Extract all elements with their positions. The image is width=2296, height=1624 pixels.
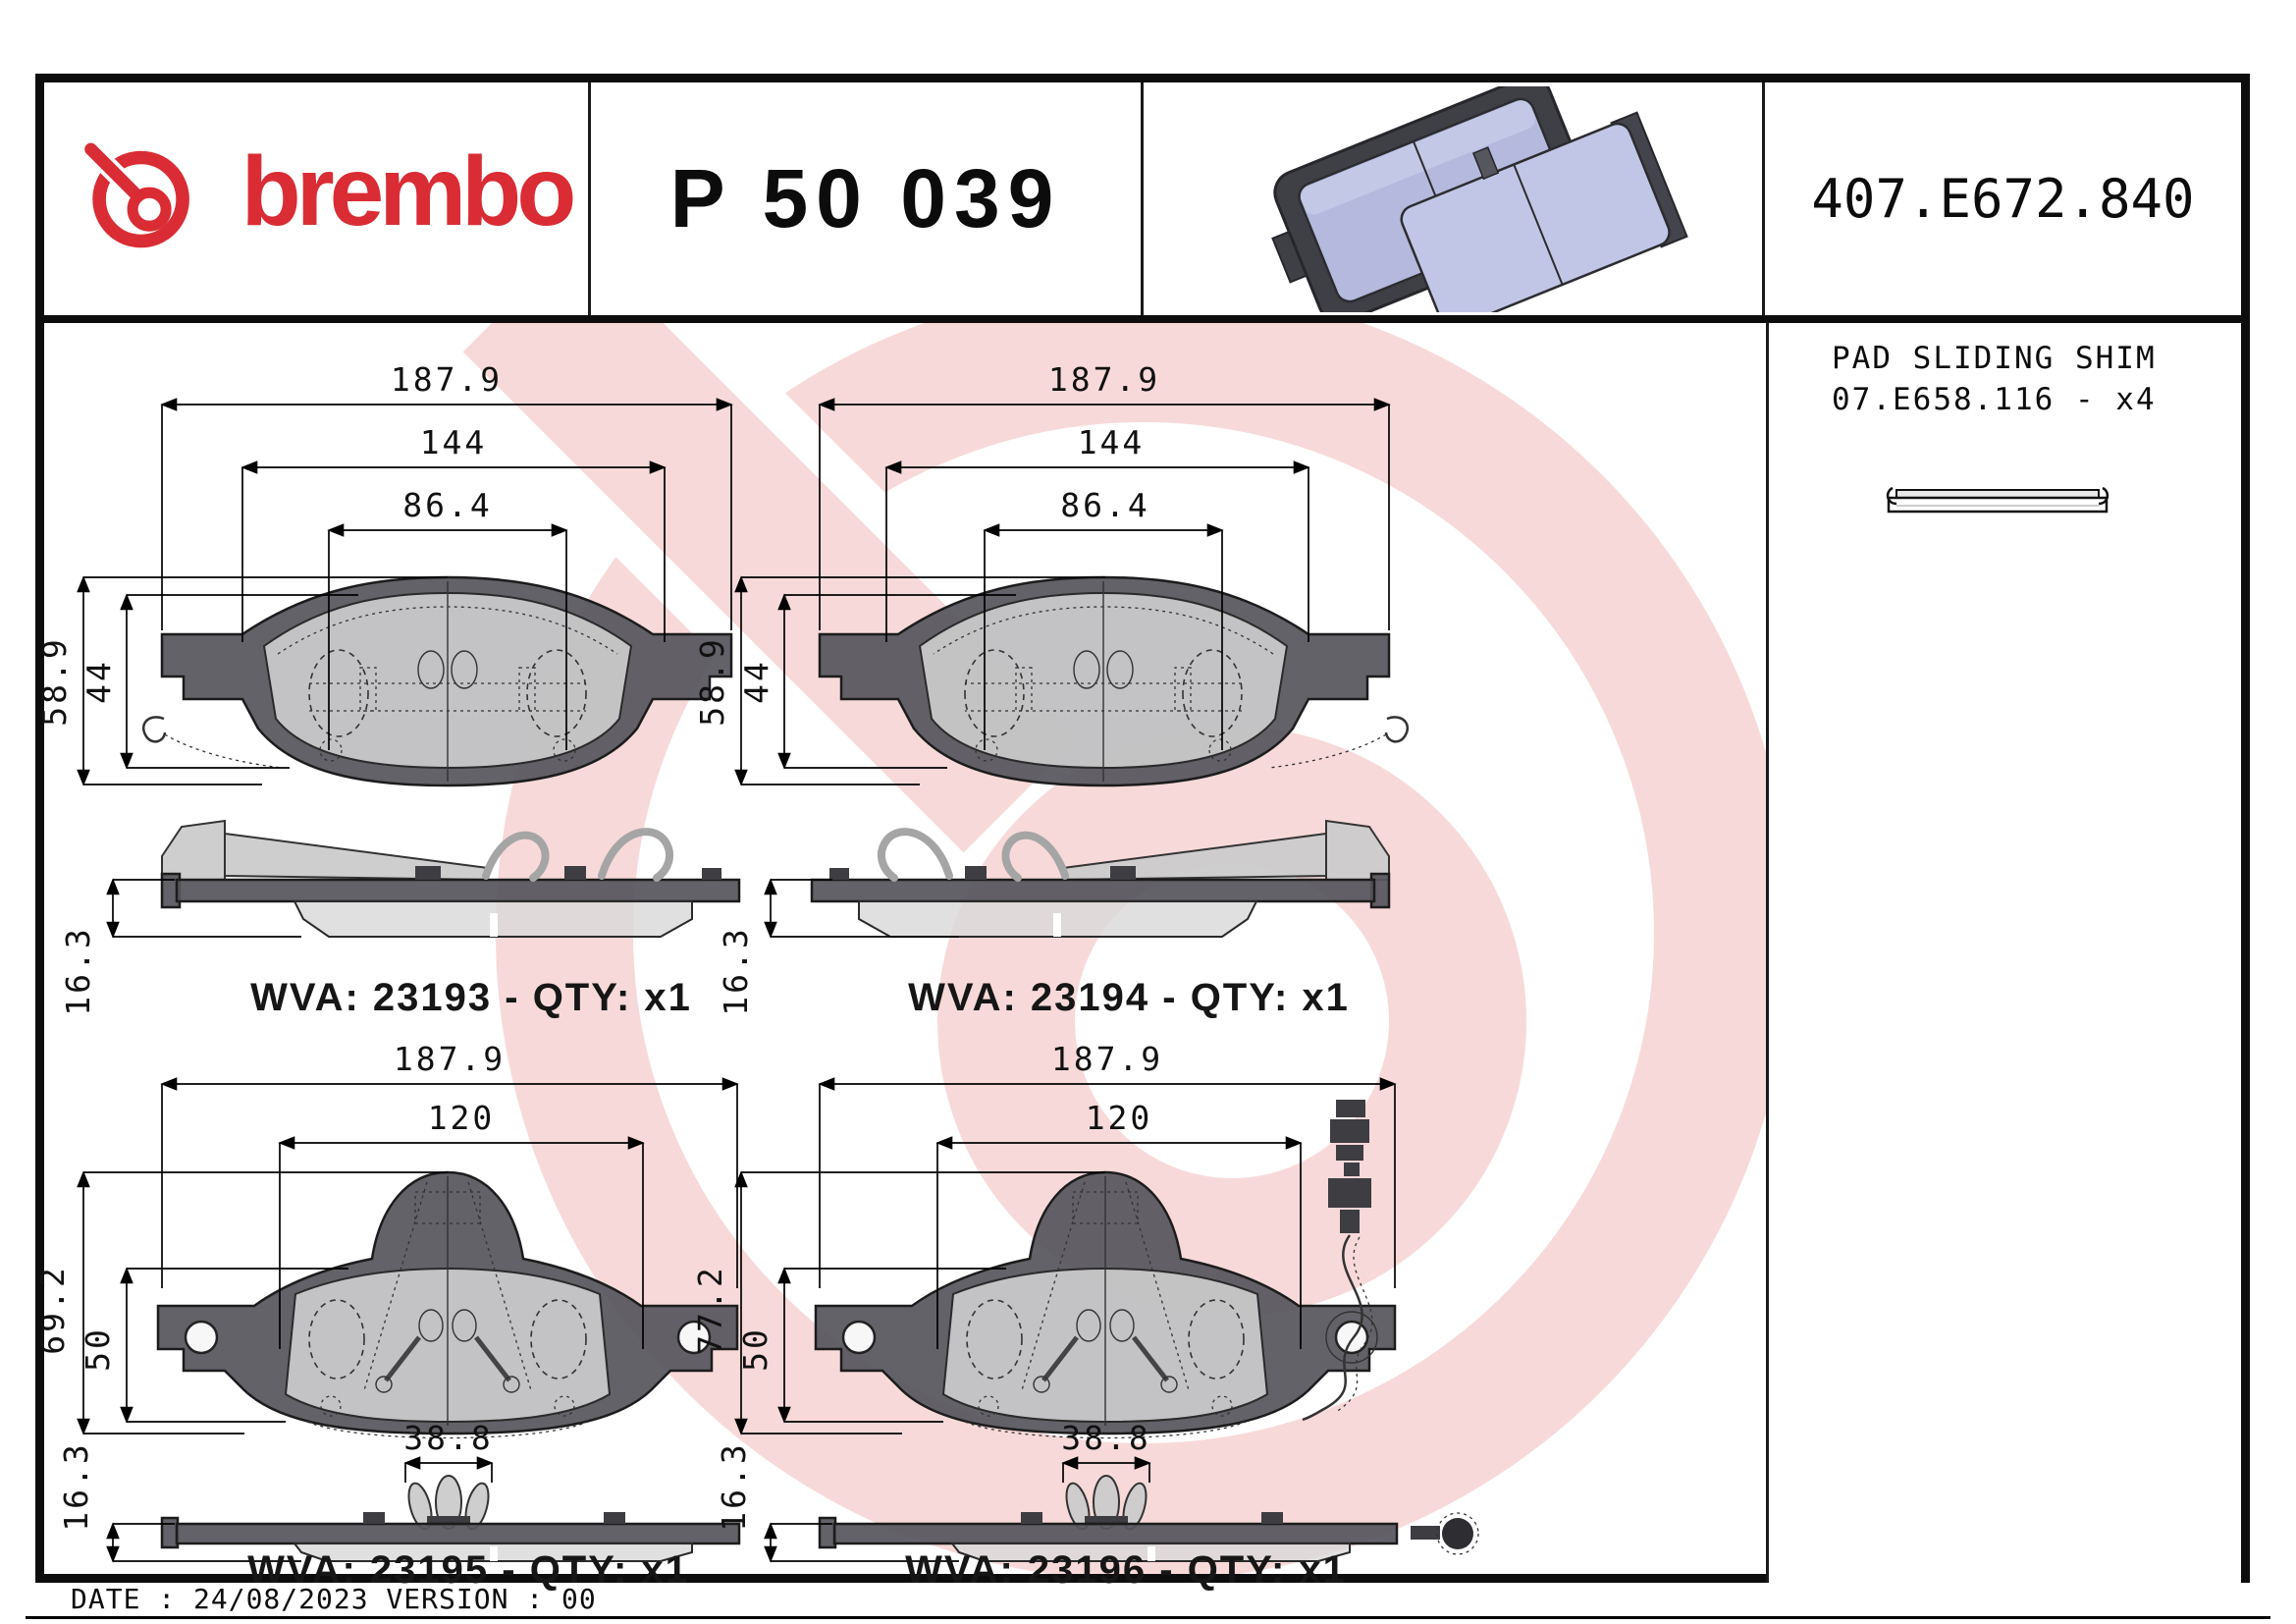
- dimension-lines: [77, 1077, 739, 1563]
- dim-width-inner: 86.4: [402, 486, 492, 524]
- part-code: P 50 039: [669, 152, 1062, 244]
- dim-height-inner: 44: [737, 659, 775, 704]
- shim-drawing: [1886, 486, 2109, 514]
- pad-drawing-23196: 187.9 120 77.2 50 38.8 16.3 WVA: 23196 -…: [691, 1040, 1479, 1592]
- header-row: brembo P 50 039: [44, 82, 2241, 323]
- dim-thickness: 16.3: [57, 1441, 95, 1531]
- front-view: [814, 1170, 1397, 1439]
- dim-height-outer: 58.9: [35, 636, 74, 726]
- pad-3d-image: [1271, 85, 1688, 312]
- dim-width-mid: 120: [1086, 1099, 1153, 1137]
- wva-label: WVA: 23196 - QTY: x1: [905, 1548, 1347, 1592]
- dim-width-inner: 86.4: [1060, 486, 1149, 524]
- pad-drawing-23194: 187.9 144 86.4 58.9 44 16.3 WVA: 23194 -…: [693, 360, 1410, 1019]
- wva-label: WVA: 23195 - QTY: x1: [247, 1548, 689, 1592]
- dim-width-mid: 144: [420, 423, 488, 461]
- dim-width-outer: 187.9: [1051, 1040, 1163, 1078]
- part-code-cell: P 50 039: [591, 82, 1144, 315]
- side-view: [818, 1475, 1479, 1562]
- dimension-lines: [734, 398, 1391, 939]
- dim-width-outer: 187.9: [1048, 360, 1160, 399]
- side-view: [160, 819, 741, 938]
- dim-thickness: 16.3: [717, 926, 755, 1015]
- catalog-code: 407.E672.840: [1811, 168, 2195, 230]
- dim-clip-width: 38.8: [1061, 1419, 1150, 1457]
- dim-width-outer: 187.9: [394, 1040, 506, 1078]
- wva-label: WVA: 23193 - QTY: x1: [250, 976, 692, 1019]
- dim-thickness: 16.3: [59, 926, 97, 1015]
- catalog-code-cell: 407.E672.840: [1765, 82, 2241, 315]
- dim-height-outer: 77.2: [691, 1265, 729, 1354]
- bottom-rule: [26, 1616, 2270, 1619]
- dim-clip-width: 38.8: [403, 1419, 493, 1457]
- accessory-column: PAD SLIDING SHIM 07.E658.116 - x4: [1766, 323, 2241, 1583]
- dim-height-outer: 69.2: [33, 1265, 72, 1354]
- front-view: [141, 575, 733, 787]
- pad-drawing-23195: 187.9 120 69.2 50 38.8 16.3 WVA: 23195 -…: [33, 1040, 741, 1592]
- mirrored-views: [810, 575, 1410, 938]
- dim-width-outer: 187.9: [391, 360, 503, 399]
- footer-text: DATE : 24/08/2023 VERSION : 00: [71, 1583, 597, 1615]
- drawing-area: 187.9 144 86.4 58.9 44 16.3 WVA: 23193 -…: [33, 323, 2241, 1592]
- brembo-logo-icon: [70, 128, 189, 247]
- dim-height-outer: 58.9: [693, 636, 731, 726]
- dimension-lines: [77, 398, 733, 939]
- side-view: [810, 819, 1391, 938]
- shim-title: PAD SLIDING SHIM: [1832, 341, 2157, 376]
- dim-width-mid: 144: [1078, 423, 1146, 461]
- pad-drawing-23193: 187.9 144 86.4 58.9 44 16.3 WVA: 23193 -…: [35, 360, 741, 1019]
- wear-sensor: [1302, 1100, 1373, 1422]
- sheet-frame: brembo P 50 039: [33, 74, 2250, 1592]
- front-view: [818, 575, 1410, 787]
- brand-wordmark: brembo: [240, 135, 577, 246]
- dim-height-inner: 44: [80, 659, 118, 704]
- side-view: [160, 1475, 741, 1562]
- brand-cell: brembo: [44, 82, 591, 315]
- shim-code: 07.E658.116 - x4: [1832, 382, 2157, 417]
- dim-thickness: 16.3: [715, 1441, 753, 1531]
- dimension-lines: [734, 1077, 1397, 1563]
- wva-label: WVA: 23194 - QTY: x1: [908, 976, 1350, 1019]
- pad-3d-image-cell: [1144, 82, 1765, 315]
- pad-drawings: 187.9 144 86.4 58.9 44 16.3 WVA: 23193 -…: [33, 323, 1769, 1592]
- dim-width-mid: 120: [428, 1099, 496, 1137]
- dim-height-inner: 50: [79, 1326, 117, 1372]
- front-view: [156, 1170, 739, 1439]
- dim-height-inner: 50: [736, 1326, 774, 1372]
